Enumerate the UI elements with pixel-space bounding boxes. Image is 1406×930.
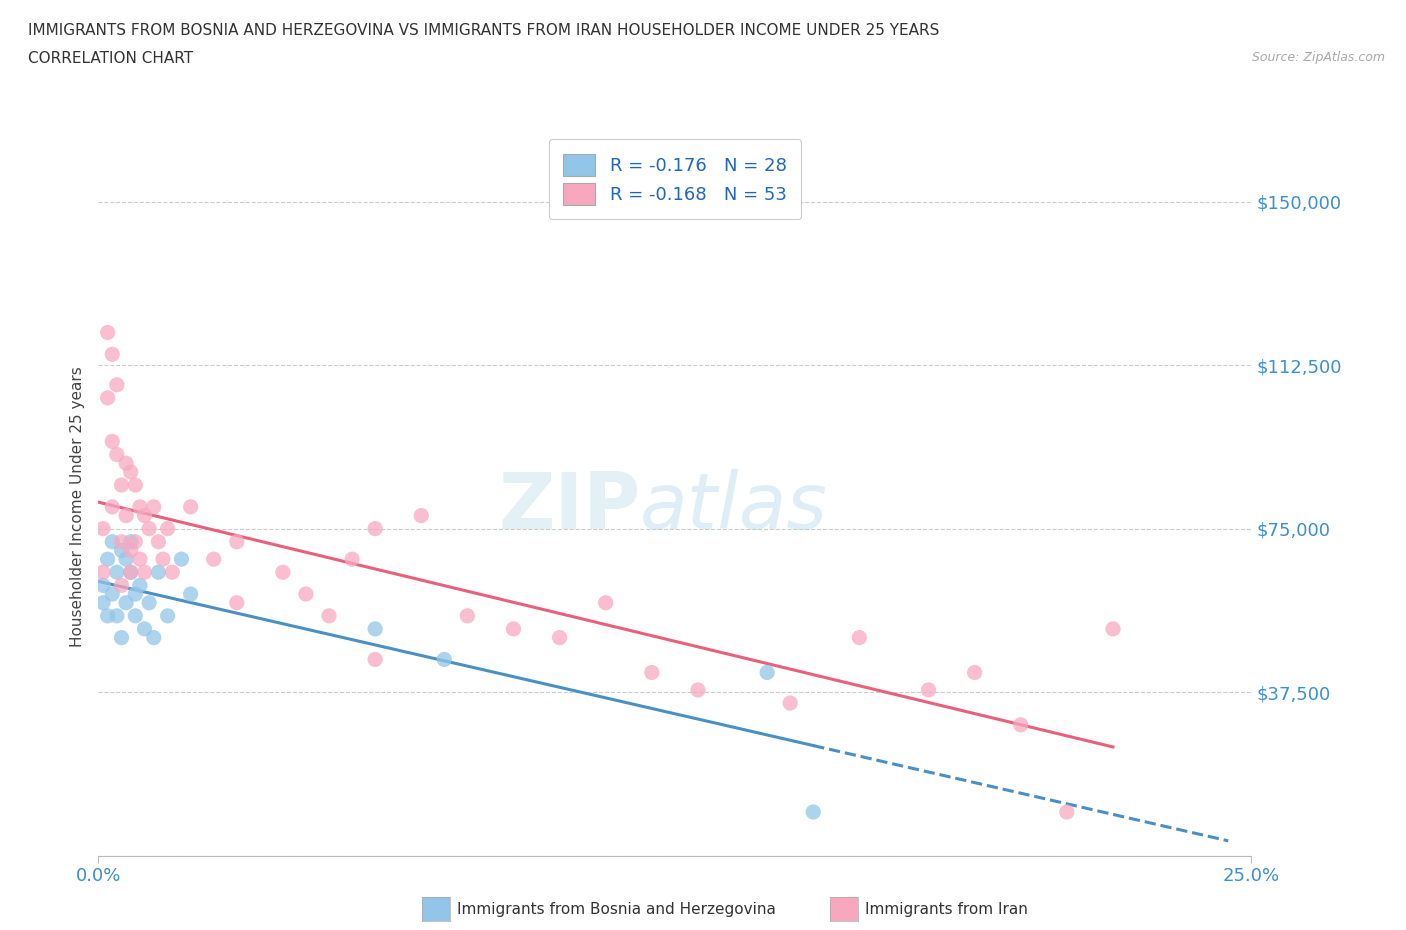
Point (120, 465, 142, 480)
Text: IMMIGRANTS FROM BOSNIA AND HERZEGOVINA VS IMMIGRANTS FROM IRAN HOUSEHOLDER INCOM: IMMIGRANTS FROM BOSNIA AND HERZEGOVINA V… (28, 23, 939, 38)
Point (101, 534, 124, 549)
Point (1056, 804, 1078, 819)
Point (202, 551, 225, 566)
Point (120, 565, 142, 579)
Point (180, 499, 202, 514)
Point (963, 665, 986, 680)
Text: ZIP: ZIP (498, 469, 640, 545)
Point (101, 347, 124, 362)
Point (120, 543, 142, 558)
Point (142, 499, 165, 514)
Point (91, 595, 114, 610)
Point (129, 499, 152, 514)
Point (138, 595, 160, 610)
Point (686, 683, 709, 698)
Point (115, 595, 138, 610)
Point (129, 578, 152, 592)
Point (110, 543, 132, 558)
Point (134, 621, 156, 636)
Text: atlas: atlas (640, 469, 828, 545)
Point (548, 631, 571, 645)
Point (160, 565, 183, 579)
Point (756, 665, 779, 680)
Point (105, 565, 128, 579)
Point (225, 534, 247, 549)
Point (180, 587, 202, 602)
Text: Immigrants from Iran: Immigrants from Iran (865, 902, 1028, 917)
Point (129, 551, 152, 566)
Point (91, 521, 114, 536)
Point (91, 578, 114, 592)
Point (120, 534, 142, 549)
Point (91, 565, 114, 579)
Point (97, 326, 120, 340)
Point (318, 608, 340, 623)
Point (134, 565, 156, 579)
Point (110, 534, 132, 549)
Point (134, 508, 156, 523)
Point (848, 631, 870, 645)
Point (411, 508, 433, 523)
Point (1102, 621, 1125, 636)
Point (1010, 717, 1032, 732)
Point (364, 652, 387, 667)
Point (101, 434, 124, 449)
Point (152, 551, 174, 566)
Point (120, 565, 142, 579)
Point (641, 665, 664, 680)
Point (110, 578, 132, 592)
Point (97, 608, 120, 623)
Point (115, 508, 138, 523)
Point (110, 478, 132, 493)
Point (105, 608, 128, 623)
Point (271, 565, 294, 579)
Point (364, 521, 387, 536)
Point (105, 378, 128, 392)
Point (156, 608, 179, 623)
Text: Immigrants from Bosnia and Herzegovina: Immigrants from Bosnia and Herzegovina (457, 902, 776, 917)
Point (105, 447, 128, 462)
Point (124, 587, 146, 602)
Point (801, 804, 824, 819)
Point (295, 587, 318, 602)
Point (148, 565, 170, 579)
Point (124, 534, 146, 549)
Point (225, 595, 247, 610)
Point (97, 551, 120, 566)
Point (110, 631, 132, 645)
Text: CORRELATION CHART: CORRELATION CHART (28, 51, 193, 66)
Point (170, 551, 193, 566)
Point (115, 551, 138, 566)
Legend: R = -0.176   N = 28, R = -0.168   N = 53: R = -0.176 N = 28, R = -0.168 N = 53 (548, 140, 801, 219)
Text: Source: ZipAtlas.com: Source: ZipAtlas.com (1251, 51, 1385, 64)
Point (340, 551, 363, 566)
Point (101, 499, 124, 514)
Point (433, 652, 456, 667)
Point (142, 631, 165, 645)
Point (502, 621, 524, 636)
Point (124, 608, 146, 623)
Point (156, 521, 179, 536)
Point (148, 534, 170, 549)
Point (456, 608, 478, 623)
Point (779, 696, 801, 711)
Point (115, 456, 138, 471)
Point (138, 521, 160, 536)
Point (101, 587, 124, 602)
Point (595, 595, 617, 610)
Point (364, 621, 387, 636)
Point (124, 478, 146, 493)
Point (917, 683, 939, 698)
Point (97, 391, 120, 405)
Y-axis label: Householder Income Under 25 years: Householder Income Under 25 years (69, 366, 84, 647)
